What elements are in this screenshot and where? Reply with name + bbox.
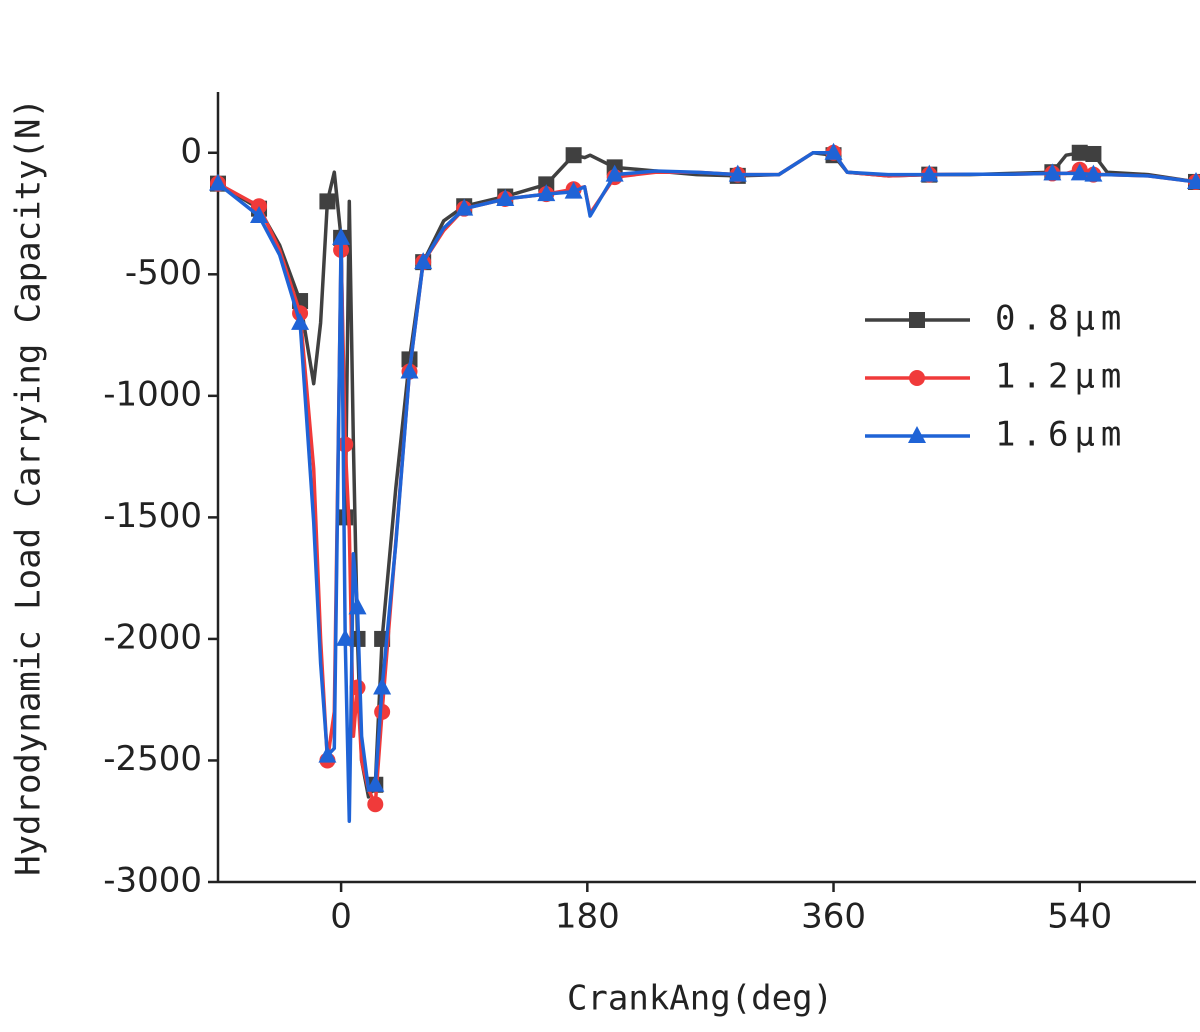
- marker: [909, 312, 925, 328]
- marker: [209, 173, 227, 191]
- marker: [1070, 163, 1089, 181]
- marker: [564, 181, 583, 199]
- marker: [1084, 164, 1103, 182]
- x-tick-label: 540: [1047, 897, 1112, 937]
- series-line: [217, 151, 1197, 806]
- y-tick-label: -3000: [103, 861, 202, 901]
- marker: [373, 677, 392, 695]
- marker: [367, 796, 384, 813]
- legend-label: 1.6μm: [995, 415, 1127, 455]
- y-axis-label: Hydrodynamic Load Carrying Capacity(N): [9, 98, 49, 876]
- marker: [1071, 144, 1088, 161]
- marker: [908, 426, 926, 443]
- marker: [728, 164, 747, 182]
- marker: [455, 198, 474, 216]
- x-tick-label: 180: [555, 897, 620, 937]
- marker: [336, 628, 355, 646]
- series-line: [216, 151, 1197, 823]
- x-axis-label: CrankAng(deg): [567, 979, 833, 1019]
- marker: [605, 164, 624, 182]
- y-tick-label: -1000: [103, 374, 202, 414]
- marker: [537, 184, 556, 202]
- y-tick-label: -500: [125, 253, 202, 293]
- marker: [414, 252, 433, 270]
- legend-label: 0.8μm: [995, 299, 1127, 339]
- marker: [318, 745, 337, 763]
- marker: [565, 147, 582, 164]
- marker: [496, 188, 515, 206]
- marker: [348, 597, 367, 615]
- marker: [291, 312, 310, 330]
- y-tick-label: -2000: [103, 617, 202, 657]
- y-tick-label: -1500: [103, 496, 202, 536]
- x-tick-label: 360: [801, 897, 866, 937]
- marker: [319, 193, 336, 210]
- y-tick-label: -2500: [103, 739, 202, 779]
- marker: [400, 361, 419, 379]
- x-tick-label: 0: [330, 897, 352, 937]
- series-line: [217, 151, 1197, 799]
- marker: [1187, 171, 1200, 189]
- marker: [1085, 145, 1102, 162]
- y-tick-label: 0: [180, 131, 202, 171]
- marker: [337, 436, 354, 453]
- marker: [920, 164, 939, 182]
- marker: [824, 142, 843, 160]
- marker: [1043, 163, 1062, 181]
- marker: [909, 370, 925, 386]
- marker: [250, 205, 269, 223]
- marker: [332, 227, 351, 245]
- legend-label: 1.2μm: [995, 357, 1127, 397]
- marker: [366, 774, 385, 792]
